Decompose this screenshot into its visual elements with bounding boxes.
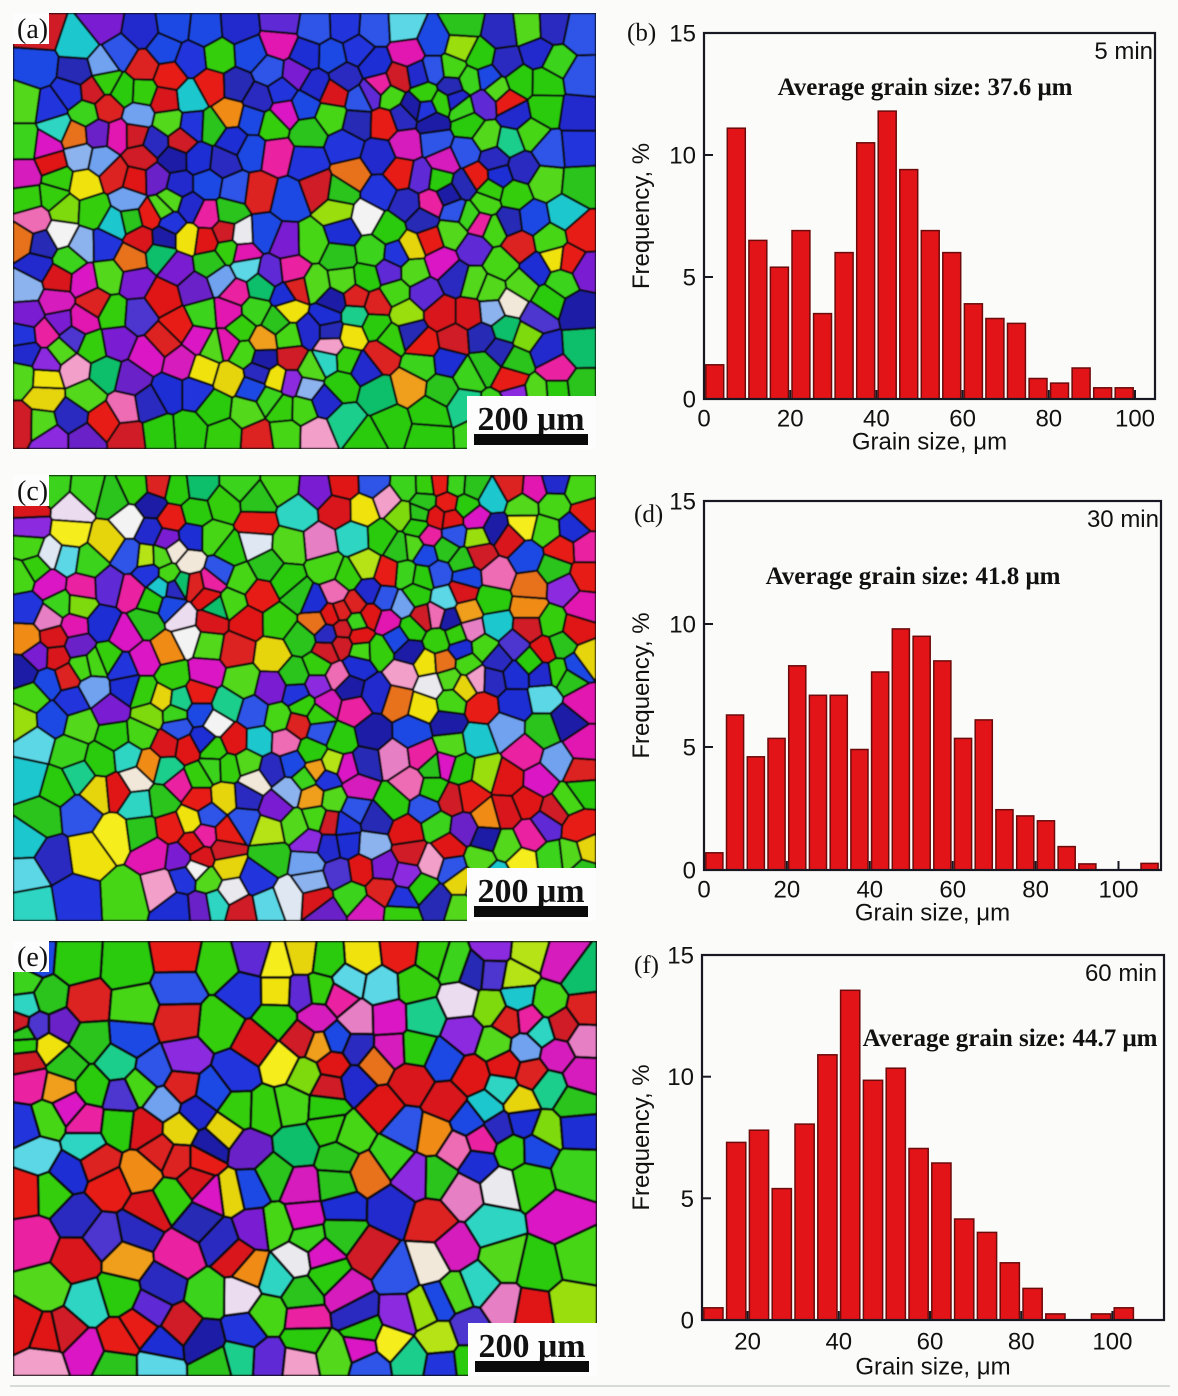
svg-text:Grain size, μm: Grain size, μm	[852, 429, 1007, 456]
svg-text:5: 5	[683, 735, 696, 762]
svg-text:0: 0	[697, 877, 710, 904]
svg-text:Average grain size: 41.8 μm: Average grain size: 41.8 μm	[766, 563, 1061, 590]
svg-text:60 min: 60 min	[1085, 960, 1157, 987]
svg-text:40: 40	[856, 877, 883, 904]
svg-text:0: 0	[681, 1308, 694, 1335]
svg-text:100: 100	[1115, 406, 1155, 433]
svg-text:15: 15	[669, 21, 696, 48]
svg-text:100: 100	[1098, 877, 1138, 904]
svg-text:80: 80	[1035, 406, 1062, 433]
svg-text:80: 80	[1022, 877, 1049, 904]
svg-text:0: 0	[697, 406, 710, 433]
svg-text:0: 0	[683, 387, 696, 414]
svg-text:(e): (e)	[17, 942, 48, 973]
svg-text:200 μm: 200 μm	[478, 1328, 585, 1365]
svg-text:40: 40	[863, 406, 890, 433]
svg-text:5: 5	[681, 1186, 694, 1213]
svg-text:200 μm: 200 μm	[477, 873, 584, 910]
svg-text:60: 60	[917, 1329, 944, 1356]
svg-text:20: 20	[774, 877, 801, 904]
svg-text:(f): (f)	[634, 952, 659, 979]
svg-text:100: 100	[1092, 1329, 1132, 1356]
svg-text:30 min: 30 min	[1087, 506, 1159, 533]
svg-text:200 μm: 200 μm	[477, 401, 584, 438]
svg-text:Frequency, %: Frequency, %	[628, 612, 655, 758]
svg-text:80: 80	[1008, 1329, 1035, 1356]
svg-text:20: 20	[734, 1329, 761, 1356]
svg-text:5 min: 5 min	[1094, 38, 1153, 65]
svg-text:Grain size, μm: Grain size, μm	[855, 900, 1010, 927]
svg-text:Grain size, μm: Grain size, μm	[855, 1354, 1010, 1381]
svg-text:10: 10	[667, 1064, 694, 1091]
svg-text:10: 10	[669, 612, 696, 639]
svg-text:(a): (a)	[17, 14, 48, 45]
svg-text:(c): (c)	[17, 476, 48, 507]
svg-text:60: 60	[939, 877, 966, 904]
svg-text:20: 20	[777, 406, 804, 433]
svg-text:Average grain size: 44.7 μm: Average grain size: 44.7 μm	[863, 1025, 1158, 1052]
svg-text:0: 0	[683, 858, 696, 885]
svg-text:40: 40	[825, 1329, 852, 1356]
svg-text:Frequency, %: Frequency, %	[628, 1064, 655, 1210]
svg-text:Average grain size: 37.6 μm: Average grain size: 37.6 μm	[778, 74, 1073, 101]
svg-text:60: 60	[949, 406, 976, 433]
svg-text:Frequency, %: Frequency, %	[628, 143, 655, 289]
svg-text:5: 5	[683, 265, 696, 292]
svg-text:(b): (b)	[627, 20, 656, 47]
svg-text:15: 15	[667, 943, 694, 970]
svg-text:15: 15	[669, 489, 696, 516]
svg-text:(d): (d)	[634, 501, 663, 528]
svg-text:10: 10	[669, 143, 696, 170]
